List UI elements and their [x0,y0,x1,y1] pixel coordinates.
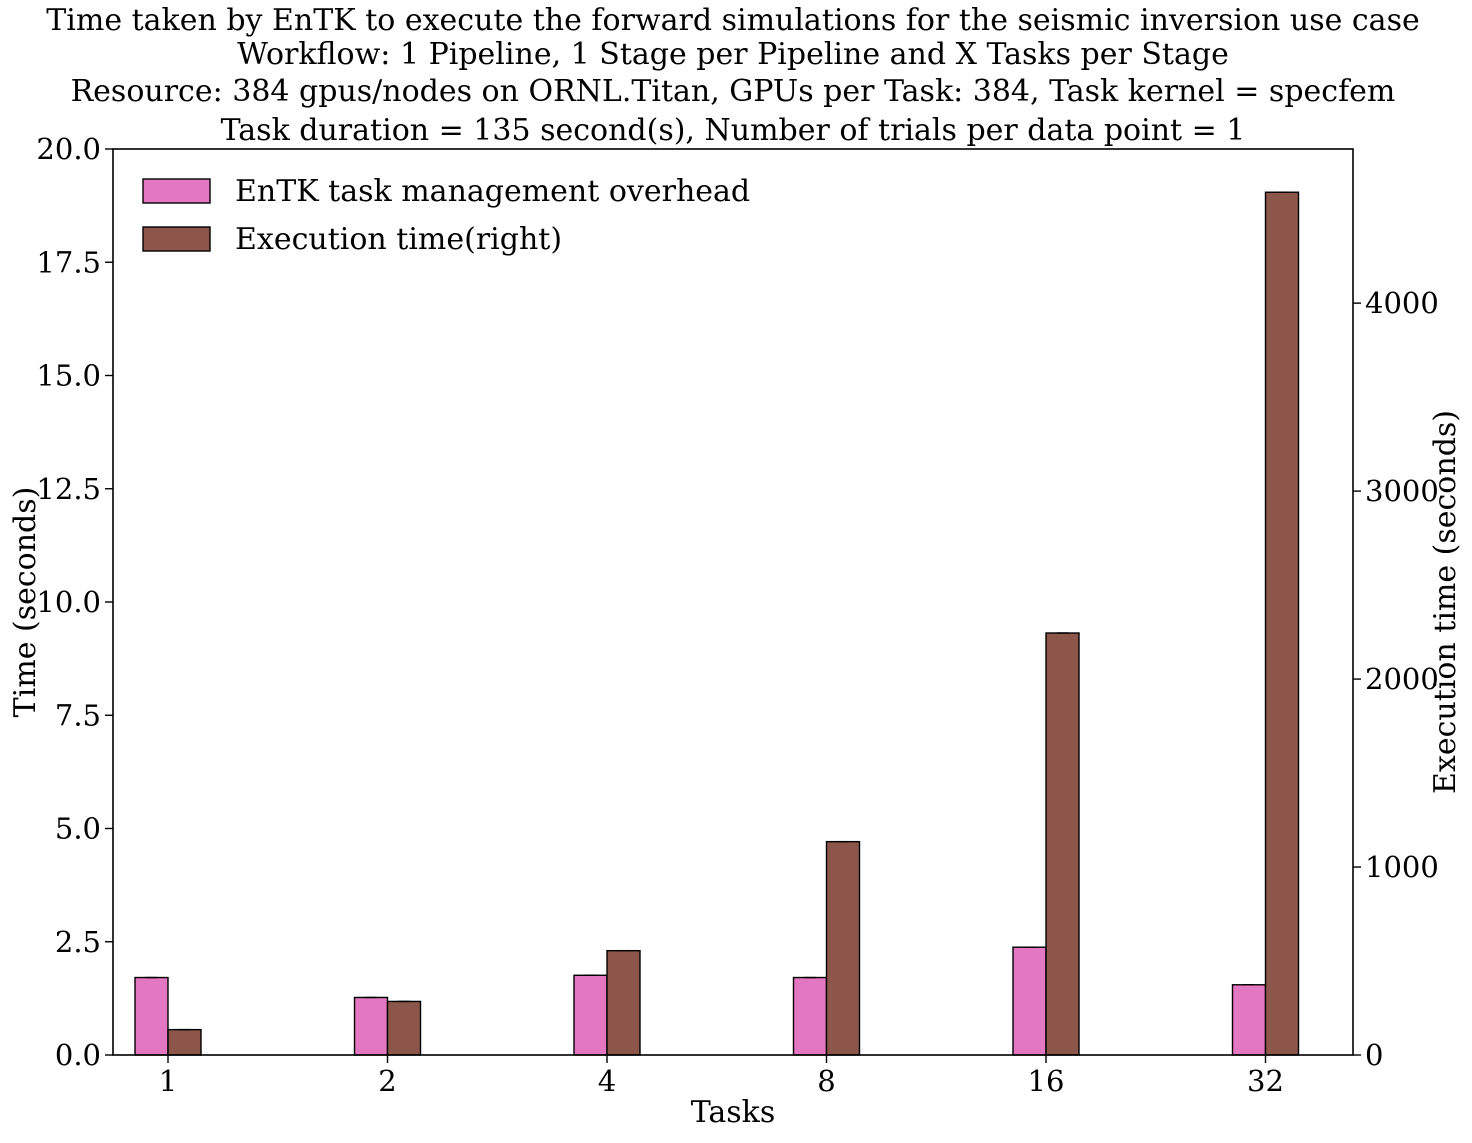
x-tick-label: 8 [817,1064,835,1098]
bar [1264,191,1300,1056]
y-tick-label: 12.5 [36,472,101,506]
y-tick-label: 10.0 [36,585,101,619]
y-tick-label: 7.5 [55,698,101,732]
plot-frame [112,148,1354,1056]
y-tick-label: 0.0 [55,1038,101,1072]
x-tick-label: 1 [159,1064,177,1098]
x-axis-label: Tasks [691,1095,776,1130]
y-right-tick-label: 3000 [1365,474,1439,508]
y-tick-label: 20.0 [36,132,101,166]
y-tick-label: 5.0 [55,812,101,846]
title-line: Task duration = 135 second(s), Number of… [221,113,1246,148]
legend: EnTK task management overhead Execution t… [142,174,750,257]
bar [1231,984,1267,1056]
y-axis-label: Time (seconds) [8,487,43,718]
legend-label: EnTK task management overhead [235,174,750,209]
title-line: Time taken by EnTK to execute the forwar… [46,3,1419,38]
y-right-tick-label: 4000 [1365,286,1439,320]
bar [134,976,169,1056]
title-line: Workflow: 1 Pipeline, 1 Stage per Pipeli… [237,37,1229,72]
bars [134,191,1300,1056]
x-tick-label: 4 [598,1064,616,1098]
left-y-axis: 0.0 2.5 5.0 7.5 10.0 12.5 15.0 17.5 20.0 [36,132,113,1072]
x-tick-label: 16 [1028,1064,1065,1098]
bar [386,1000,422,1056]
bar [1045,632,1080,1056]
bar [792,976,828,1056]
y-tick-label: 15.0 [36,359,101,393]
title-line: Resource: 384 gpus/nodes on ORNL.Titan, … [71,74,1396,109]
y-tick-label: 17.5 [36,245,101,279]
bar [606,949,641,1056]
x-tick-label: 2 [378,1064,396,1098]
bar [167,1028,202,1056]
bar [825,840,861,1056]
chart-title: Time taken by EnTK to execute the forwar… [46,3,1419,148]
legend-swatch [142,178,211,204]
bar [573,974,608,1056]
y-axis-label-right: Execution time (seconds) [1428,410,1463,794]
bar [1012,946,1047,1056]
x-axis: 1 2 4 8 16 32 [159,1055,1284,1098]
legend-swatch [142,226,211,252]
y-tick-label: 2.5 [55,925,101,959]
y-right-tick-label: 1000 [1365,850,1439,884]
x-tick-label: 32 [1247,1064,1284,1098]
legend-label: Execution time(right) [235,222,562,257]
y-right-tick-label: 0 [1365,1038,1383,1072]
right-y-axis: 0 1000 2000 3000 4000 [1353,286,1439,1072]
bar [353,996,389,1056]
y-right-tick-label: 2000 [1365,662,1439,696]
